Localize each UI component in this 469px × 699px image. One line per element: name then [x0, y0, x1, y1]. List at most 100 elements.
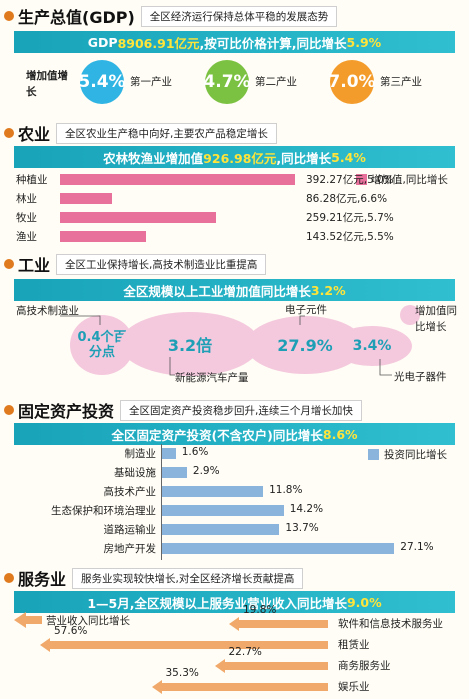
agri-bar-3 [60, 212, 216, 223]
agri-legend-swatch [356, 174, 367, 185]
invest-data-label-4: 14.2% [289, 503, 324, 515]
agri-bar-2 [60, 193, 112, 204]
agri-legend-label: 增加值,同比增长 [371, 174, 448, 186]
service-bar-1 [229, 617, 328, 631]
industry-label-2: 新能源汽车产量 [175, 372, 249, 384]
service-bar-2 [40, 638, 328, 652]
invest-title: 固定资产投资 [18, 402, 115, 421]
gdp-circle-3: 7.0% [328, 60, 376, 104]
gdp-banner-pct: 5.9% [346, 34, 382, 50]
service-category-1: 软件和信息技术服务业 [338, 618, 443, 630]
gdp-title: 生产总值(GDP) [18, 8, 135, 27]
invest-data-label-1: 1.6% [181, 446, 209, 458]
agri-title: 农业 [18, 125, 51, 144]
industry-header: 工业 全区工业保持增长,高技术制造业比重提高 [0, 251, 267, 277]
industry-title: 工业 [18, 256, 51, 275]
gdp-banner: GDP 8906.91亿元 ,按可比价格计算,同比增长 5.9% [14, 31, 455, 53]
gdp-banner-value: 8906.91亿元 [117, 35, 200, 51]
agri-category-1: 种植业 [16, 174, 48, 186]
service-category-3: 商务服务业 [338, 660, 391, 672]
invest-bar-5 [162, 524, 280, 535]
service-legend-label: 营业收入同比增长 [46, 615, 130, 627]
industry-value-1: 0.4个百分点 [77, 330, 127, 360]
gdp-banner-pre: GDP [87, 34, 118, 50]
gdp-banner-mid: ,按可比价格计算,同比增长 [199, 35, 347, 51]
invest-header: 固定资产投资 全区固定资产投资稳步回升,连续三个月增长加快 [0, 397, 362, 423]
invest-data-label-6: 27.1% [400, 541, 434, 553]
service-legend-arrow-icon [14, 612, 42, 628]
invest-category-3: 高技术产业 [103, 486, 157, 498]
industry-value-2: 3.2倍 [167, 336, 213, 355]
service-header: 服务业 服务业实现较快增长,对全区经济增长贡献提高 [0, 565, 304, 591]
service-title: 服务业 [18, 570, 67, 589]
gdp-legend: 增加值增长 [26, 70, 68, 98]
industry-banner-pct: 3.2% [310, 282, 346, 298]
industry-label-4: 光电子器件 [394, 371, 447, 383]
service-banner-pre: 1—5月,全区规模以上服务业营业收入同比增长 [87, 595, 347, 611]
gdp-label-3: 第三产业 [380, 76, 422, 88]
bullet-icon [4, 128, 14, 138]
invest-category-5: 道路运输业 [103, 524, 157, 536]
service-bar-4 [151, 680, 328, 694]
industry-legend-label: 增加值同比增长 [415, 305, 457, 333]
agri-category-2: 林业 [16, 193, 37, 205]
invest-data-label-3: 11.8% [269, 484, 303, 496]
gdp-circle-1: 5.4% [78, 60, 126, 104]
industry-label-1: 高技术制造业 [16, 305, 79, 317]
agri-category-3: 牧业 [16, 212, 37, 224]
agri-data-label-4: 143.52亿元,5.5% [306, 231, 394, 243]
agri-banner-pct: 5.4% [331, 149, 366, 165]
gdp-label-2: 第二产业 [255, 76, 297, 88]
industry-ellipse-2: 3.2倍 [120, 312, 260, 376]
invest-legend-label: 投资同比增长 [384, 449, 447, 461]
invest-category-2: 基础设施 [114, 467, 156, 479]
agri-bar-1 [60, 174, 296, 185]
bullet-icon [4, 405, 14, 415]
industry-value-4: 3.4% [352, 338, 392, 354]
invest-axis-line [161, 444, 162, 560]
service-data-label-1: 19.8% [243, 604, 277, 616]
invest-data-label-2: 2.9% [192, 465, 220, 477]
bullet-icon [4, 259, 14, 269]
invest-bar-2 [162, 467, 187, 478]
industry-label-3: 电子元件 [285, 304, 327, 316]
industry-subtitle: 全区工业保持增长,高技术制造业比重提高 [56, 253, 267, 275]
invest-category-4: 生态保护和环境治理业 [51, 505, 156, 517]
agri-data-label-2: 86.28亿元,6.6% [306, 193, 388, 205]
service-category-4: 娱乐业 [338, 681, 370, 693]
industry-banner: 全区规模以上工业增加值同比增长 3.2% [14, 279, 455, 301]
agri-data-label-3: 259.21亿元,5.7% [306, 212, 394, 224]
invest-banner-pre: 全区固定资产投资(不含农户)同比增长 [111, 427, 323, 443]
invest-subtitle: 全区固定资产投资稳步回升,连续三个月增长加快 [120, 399, 362, 421]
industry-leader-lines [60, 315, 392, 376]
service-subtitle: 服务业实现较快增长,对全区经济增长贡献提高 [72, 567, 304, 589]
agri-banner: 农林牧渔业增加值 926.98亿元 ,同比增长 5.4% [14, 146, 455, 168]
service-banner: 1—5月,全区规模以上服务业营业收入同比增长 9.0% [14, 591, 455, 613]
industry-ellipse-4: 3.4% [332, 326, 412, 366]
agri-bar-4 [60, 231, 147, 242]
service-category-2: 租赁业 [338, 639, 370, 651]
agri-header: 农业 全区农业生产稳中向好,主要农产品稳定增长 [0, 120, 277, 146]
agri-banner-mid: ,同比增长 [276, 150, 332, 166]
invest-banner: 全区固定资产投资(不含农户)同比增长 8.6% [14, 423, 455, 445]
gdp-label-1: 第一产业 [130, 76, 172, 88]
service-data-label-2: 57.6% [54, 625, 88, 637]
service-banner-pct: 9.0% [346, 594, 382, 610]
agri-banner-value: 926.98亿元 [203, 150, 277, 166]
invest-data-label-5: 13.7% [285, 522, 319, 534]
bullet-icon [4, 11, 14, 21]
gdp-subtitle: 全区经济运行保持总体平稳的发展态势 [140, 5, 338, 27]
gdp-circle-2: 4.7% [203, 60, 251, 104]
invest-banner-pct: 8.6% [322, 426, 358, 442]
bullet-icon [4, 573, 14, 583]
industry-value-3: 27.9% [277, 335, 333, 355]
agri-category-4: 渔业 [16, 231, 37, 243]
agri-subtitle: 全区农业生产稳中向好,主要农产品稳定增长 [56, 122, 277, 144]
industry-legend-dot [400, 305, 420, 325]
agri-data-label-1: 392.27亿元,5.0% [306, 174, 394, 186]
agri-banner-pre: 农林牧渔业增加值 [103, 150, 204, 166]
service-bar-3 [214, 659, 328, 673]
invest-category-6: 房地产开发 [103, 543, 157, 555]
invest-bar-6 [162, 543, 395, 554]
gdp-header: 生产总值(GDP) 全区经济运行保持总体平稳的发展态势 [0, 3, 338, 29]
